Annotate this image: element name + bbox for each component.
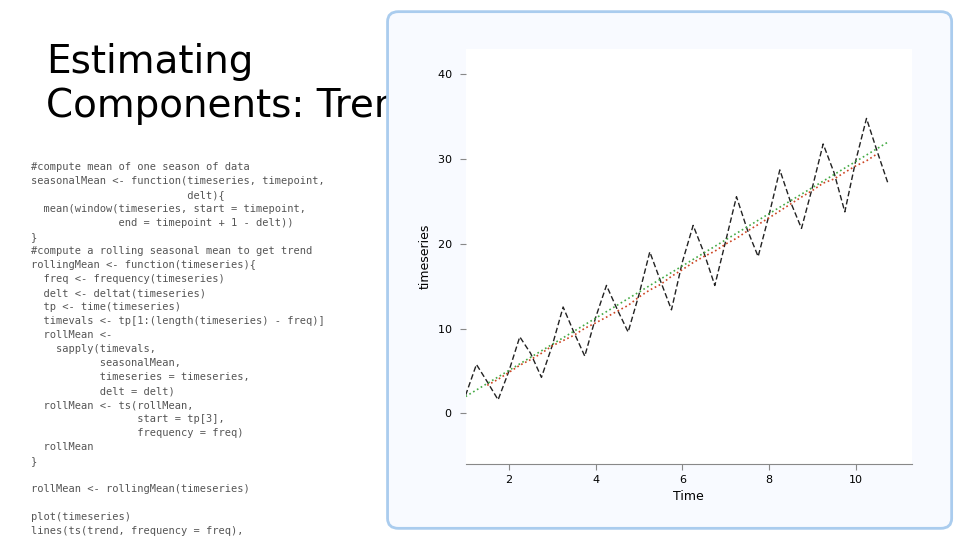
Text: Estimating
Components: Trend: Estimating Components: Trend — [46, 43, 423, 125]
X-axis label: Time: Time — [673, 490, 705, 503]
Text: #compute mean of one season of data
seasonalMean <- function(timeseries, timepoi: #compute mean of one season of data seas… — [31, 162, 324, 540]
FancyBboxPatch shape — [388, 12, 951, 528]
Y-axis label: timeseries: timeseries — [419, 224, 432, 289]
